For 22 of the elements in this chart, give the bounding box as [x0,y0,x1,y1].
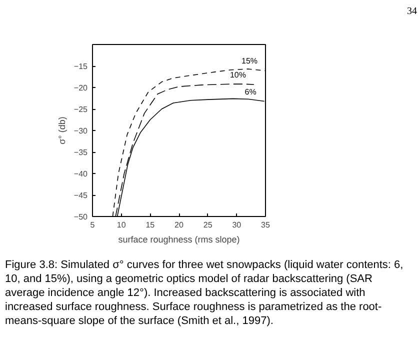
x-tick-label: 25 [203,220,213,230]
y-tick-label: −25 [74,105,88,114]
y-tick-label: −20 [74,84,88,92]
y-tick-label: −30 [74,126,88,136]
y-tick-label: −50 [74,212,88,222]
x-tick-label: 20 [174,220,184,230]
series-label: 15% [241,56,258,66]
text: 34 [407,5,417,19]
y-axis-title: σ° (db) [56,116,67,144]
y-tick-label: −35 [74,148,88,157]
caption: Figure 3.8: Simulated σ° curves for three wet snowpacks (liquid water contents: 6, 10, and 15%), using a geometric optics model of radar backscattering (SAR average incidence angle 12°). Increased backscattering is associated with increased surface roughness. Surface roughness is parametrized as the root-means-square slope of the surface (Smith et al., 1997). [5,258,404,328]
x-tick-label: 30 [232,220,242,230]
x-tick-label: 10 [116,220,126,230]
x-axis-title: surface roughness (rms slope) [118,234,240,244]
x-tick-label: 5 [90,220,96,230]
y-tick-label: −45 [74,191,88,200]
series-label: 10% [230,70,246,80]
x-tick-label: 35 [261,220,270,230]
y-tick-label: −40 [74,170,88,178]
y-tick-label: −15 [74,62,88,71]
series-label: 6% [244,87,256,96]
x-tick-label: 15 [146,220,156,230]
